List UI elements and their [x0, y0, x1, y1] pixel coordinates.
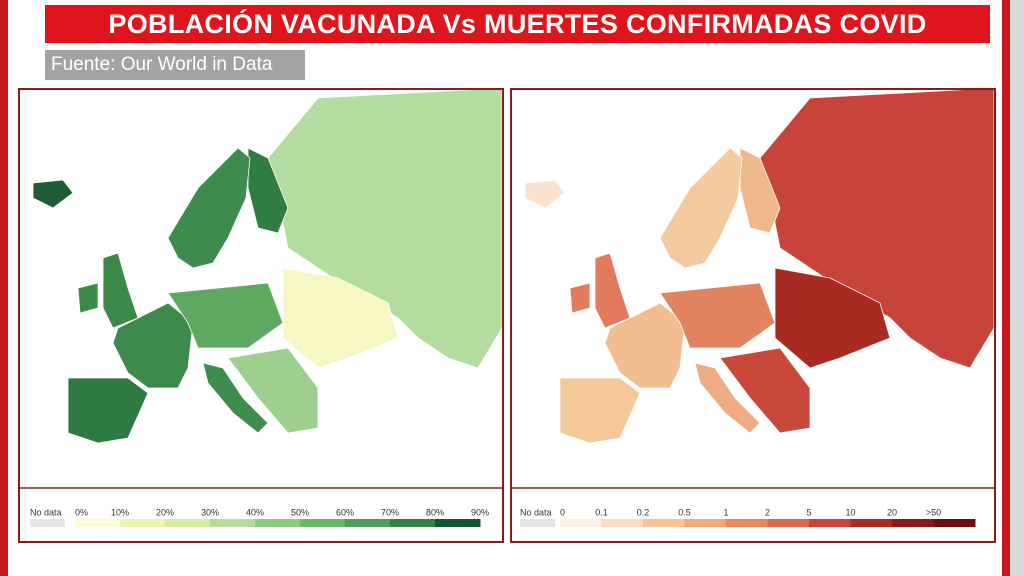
country	[719, 347, 811, 434]
panel-border	[18, 88, 504, 543]
deaths-map: No data 0 0.1 0.2 0.5 1 2 5 10 20 >50	[510, 88, 996, 543]
legend-label: No data	[520, 507, 552, 517]
country	[282, 267, 399, 369]
country	[247, 147, 289, 234]
legend-label: 80%	[426, 507, 444, 517]
country	[67, 377, 149, 444]
legend-label: 2	[765, 507, 770, 517]
legend-label: 50%	[291, 507, 309, 517]
country	[694, 362, 761, 434]
title: POBLACIÓN VACUNADA Vs MUERTES CONFIRMADA…	[45, 5, 990, 43]
country	[559, 377, 641, 444]
vaccination-map: No data 0% 10% 20% 30% 40% 50% 60% 70% 80% 90%	[18, 88, 504, 543]
country	[32, 179, 74, 209]
legend-swatch	[767, 519, 810, 527]
country	[774, 267, 891, 369]
legend-swatch	[684, 519, 727, 527]
country	[77, 282, 99, 314]
country	[524, 179, 566, 209]
legend-swatch	[30, 519, 65, 527]
legend-label: 0.1	[595, 507, 608, 517]
country	[569, 282, 591, 314]
frame	[1002, 0, 1010, 576]
country	[739, 147, 781, 234]
legend-swatch	[210, 519, 256, 527]
legend-label: 0	[560, 507, 565, 517]
country	[167, 282, 284, 349]
legend-swatch	[850, 519, 893, 527]
legend-swatch	[345, 519, 391, 527]
legend-swatch	[435, 519, 481, 527]
frame	[0, 0, 8, 576]
legend-label: 90%	[471, 507, 489, 517]
legend-swatch	[390, 519, 436, 527]
legend-swatch	[726, 519, 768, 527]
source: Fuente: Our World in Data	[45, 50, 305, 80]
country	[659, 282, 776, 349]
country	[267, 88, 503, 369]
legend-swatch	[809, 519, 851, 527]
panel-border	[510, 88, 996, 543]
legend-label: 0%	[75, 507, 88, 517]
legend-label: 40%	[246, 507, 264, 517]
legend-label: 0.2	[637, 507, 650, 517]
legend-swatch	[560, 519, 602, 527]
legend-label: 0.5	[678, 507, 691, 517]
legend-label: 30%	[201, 507, 219, 517]
country	[759, 88, 995, 369]
country	[112, 302, 194, 389]
legend-swatch	[300, 519, 346, 527]
legend-label: 5	[806, 507, 811, 517]
legend-label: No data	[30, 507, 62, 517]
country	[604, 302, 686, 389]
legend-label: 20	[887, 507, 897, 517]
country	[167, 147, 251, 269]
legend-swatch	[165, 519, 211, 527]
legend-swatch	[933, 519, 976, 527]
legend-swatch	[892, 519, 934, 527]
country	[659, 147, 743, 269]
country	[227, 347, 319, 434]
legend-swatch	[120, 519, 166, 527]
legend-swatch	[75, 519, 121, 527]
legend-label: 60%	[336, 507, 354, 517]
country	[202, 362, 269, 434]
legend-label: 70%	[381, 507, 399, 517]
legend-swatch	[255, 519, 301, 527]
background	[1010, 0, 1024, 576]
legend-label: 1	[723, 507, 728, 517]
legend-label: >50	[926, 507, 941, 517]
legend-label: 10%	[111, 507, 129, 517]
legend-label: 20%	[156, 507, 174, 517]
legend-swatch	[643, 519, 685, 527]
legend-swatch	[520, 519, 555, 527]
legend-swatch	[601, 519, 644, 527]
legend-label: 10	[845, 507, 855, 517]
